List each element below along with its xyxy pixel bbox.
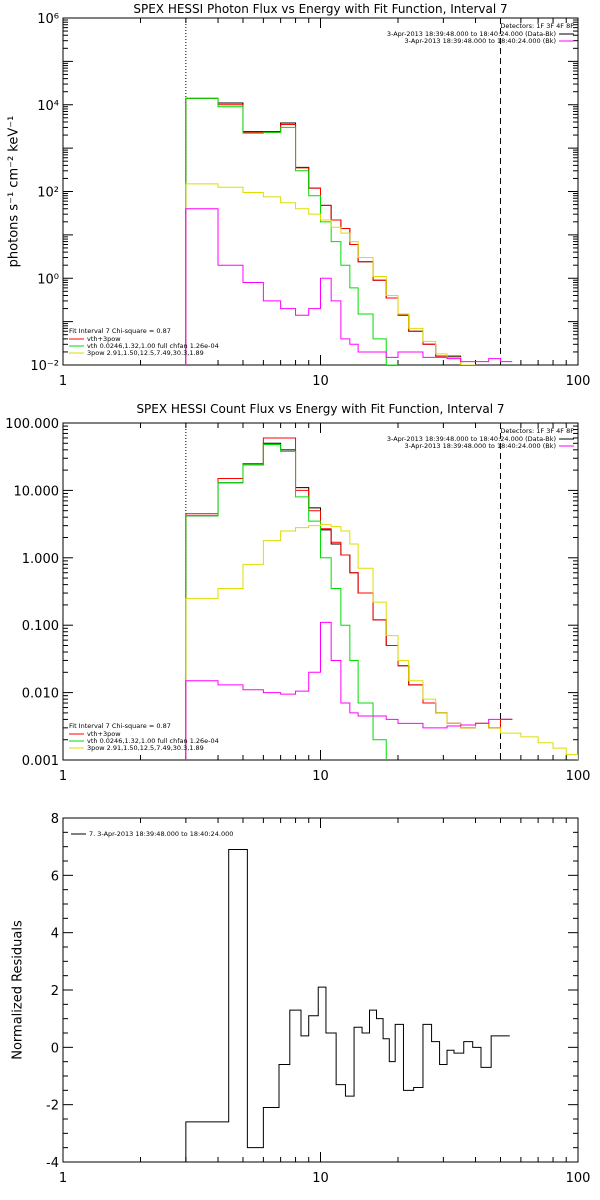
x-tick-label: 100 [566, 769, 591, 784]
series-line-4 [185, 621, 513, 760]
y-tick-label: 10² [37, 186, 59, 201]
y-tick-label: 4 [51, 927, 59, 942]
legend-entry-label: 3-Apr-2013 18:39:48.000 to 18:40:24.000 … [387, 435, 556, 443]
series-line-2 [185, 97, 399, 365]
y-axis-label: Normalized Residuals [11, 920, 26, 1060]
y-tick-label: 0.010 [22, 687, 59, 702]
x-tick-label: 1 [59, 1171, 67, 1186]
residuals-panel: Normalized Residuals 1 10 100 -4 -2 0 2 4 6 8 7. 3-… [11, 812, 591, 1186]
chart-title: SPEX HESSI Count Flux vs Energy with Fit… [136, 402, 504, 416]
y-tick-label: 6 [51, 869, 59, 884]
legend-entry-label: vth+3pow [87, 730, 121, 738]
x-tick-label: 10 [312, 1171, 329, 1186]
legend-entry-label: vth 0.0246,1.32,1.00 full chfan 1.26e-04 [87, 342, 219, 350]
legend-header: Fit Interval 7 Chi-square = 0.87 [69, 327, 171, 335]
legend-entry-label: 3-Apr-2013 18:39:48.000 to 18:40:24.000 … [387, 30, 556, 38]
legend-entry-label: 3-Apr-2013 18:39:48.000 to 18:40:24.000 … [405, 37, 556, 45]
x-tick-label: 100 [566, 1171, 591, 1186]
legend-entry-label: 3-Apr-2013 18:39:48.000 to 18:40:24.000 … [405, 442, 556, 450]
series-line-0 [185, 849, 510, 1162]
legend-entry-label: vth+3pow [87, 335, 121, 343]
legend-entry-label: 3pow 2.91,1.50,12.5,7.49,30.3,1.89 [87, 744, 204, 752]
y-tick-label: 0.001 [22, 754, 59, 769]
y-tick-label: 10⁶ [37, 12, 59, 27]
legend-header: Detectors: 1F 3F 4F 8F [500, 427, 574, 435]
legend-entry-label: 3pow 2.91,1.50,12.5,7.49,30.3,1.89 [87, 349, 204, 357]
legend-entry-label: vth 0.0246,1.32,1.00 full chfan 1.26e-04 [87, 737, 219, 745]
y-tick-label: -4 [46, 1156, 59, 1171]
x-tick-label: 100 [566, 374, 591, 389]
x-tick-label: 10 [312, 374, 329, 389]
series-line-3 [185, 183, 477, 365]
y-tick-label: 10⁴ [37, 99, 59, 114]
y-tick-label: 100.000 [5, 417, 59, 432]
y-tick-label: 8 [51, 812, 59, 827]
series-line-1 [185, 437, 513, 760]
x-tick-label: 10 [312, 769, 329, 784]
photon-flux-panel: SPEX HESSI Photon Flux vs Energy with Fi… [7, 2, 591, 389]
legend-header: Fit Interval 7 Chi-square = 0.87 [69, 722, 171, 730]
y-tick-label: 10⁰ [37, 272, 59, 287]
y-tick-label: 0 [51, 1041, 59, 1056]
series-line-4 [185, 208, 513, 365]
legend-entry-label: 7. 3-Apr-2013 18:39:48.000 to 18:40:24.0… [89, 830, 233, 838]
legend-header: Detectors: 1F 3F 4F 8F [500, 22, 574, 30]
count-flux-panel: SPEX HESSI Count Flux vs Energy with Fit… [5, 402, 591, 784]
series-line-0 [185, 442, 513, 760]
y-tick-label: 1.000 [22, 552, 59, 567]
plot-frame [62, 817, 579, 1163]
y-tick-label: 2 [51, 984, 59, 999]
y-tick-label: 0.100 [22, 619, 59, 634]
series-line-3 [185, 524, 578, 760]
y-axis-label: photons s⁻¹ cm⁻² keV⁻¹ [7, 116, 22, 268]
y-tick-label: 10.000 [14, 484, 60, 499]
y-tick-label: -2 [46, 1099, 59, 1114]
x-tick-label: 1 [59, 374, 67, 389]
series-line-1 [185, 97, 477, 365]
chart-title: SPEX HESSI Photon Flux vs Energy with Fi… [133, 2, 507, 16]
series-line-0 [185, 97, 477, 365]
series-line-2 [185, 443, 387, 760]
y-tick-label: 10⁻² [30, 359, 59, 374]
x-tick-label: 1 [59, 769, 67, 784]
